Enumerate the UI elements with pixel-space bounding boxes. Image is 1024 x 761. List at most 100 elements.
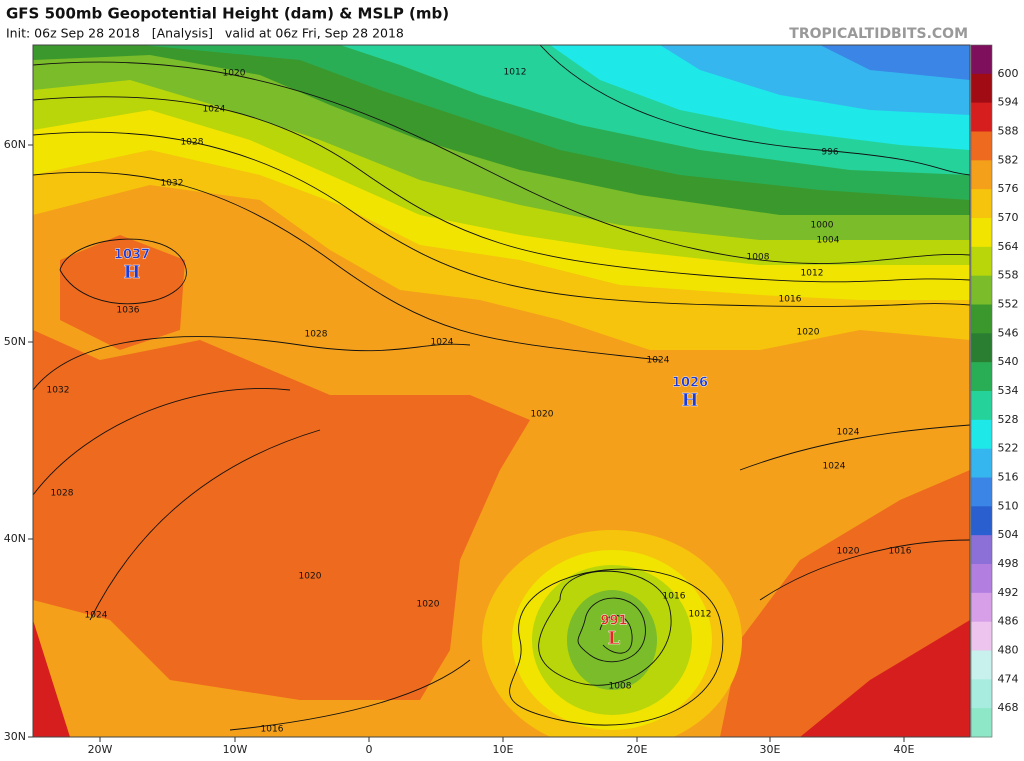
lon-label: 10W (223, 743, 248, 756)
isobar (33, 61, 970, 264)
map-frame (32, 44, 971, 738)
center-value: 991 (600, 614, 627, 629)
isobar-label: 1020 (837, 547, 860, 557)
colorbar-label: 570 (998, 211, 1019, 224)
map: 1020 1024 1028 1032 1036 1032 1028 1024 1028 1024… (33, 45, 970, 737)
height-field (33, 330, 530, 700)
lon-label: 40E (894, 743, 915, 756)
isobar (229, 659, 471, 731)
colorbar-label: 582 (998, 153, 1019, 166)
colorbar-swatch (971, 650, 992, 680)
isobar-label: 1032 (47, 386, 70, 396)
height-field (60, 235, 185, 350)
isobar-label: 1020 (299, 572, 322, 582)
lon-label: 20W (88, 743, 113, 756)
isobar-label: 1008 (609, 682, 632, 692)
colorbar-swatch (971, 621, 992, 651)
colorbar-swatch (971, 708, 992, 738)
isobar-label: 1016 (889, 547, 912, 557)
isobar-label: 1024 (203, 105, 226, 115)
colorbar-label: 492 (998, 586, 1019, 599)
colorbar-swatch (971, 448, 992, 478)
colorbar-label: 504 (998, 528, 1019, 541)
colorbar-label: 528 (998, 413, 1019, 426)
isobar (577, 597, 646, 663)
center-value: 1037 (114, 248, 150, 263)
isobar-label: 1024 (647, 356, 670, 366)
isobar-label: 1008 (747, 253, 770, 263)
height-field (33, 45, 970, 80)
colorbar-swatch (971, 102, 992, 132)
colorbar-swatch (971, 506, 992, 536)
isobar-label: 1020 (223, 69, 246, 79)
isobar (89, 429, 321, 621)
colorbar-swatch (971, 275, 992, 305)
isobar-label: 1016 (779, 295, 802, 305)
source: TROPICALTIDBITS.COM (789, 26, 968, 42)
isobar-label: 1028 (51, 489, 74, 499)
colorbar-swatch (971, 73, 992, 104)
center-letter: H (123, 262, 140, 283)
isobar (33, 336, 471, 391)
isobar-label: 1024 (823, 462, 846, 472)
isobar (509, 568, 724, 726)
lat-label: 40N (4, 532, 26, 545)
lon-label: 30E (760, 743, 781, 756)
colorbar-swatch (971, 333, 992, 363)
isobar-label: 1012 (504, 68, 527, 78)
center-letter: L (608, 628, 621, 649)
colorbar-swatch (971, 45, 992, 75)
isobar-label: 1028 (305, 330, 328, 340)
colorbar-swatch (971, 391, 992, 421)
colorbar-label: 576 (998, 182, 1019, 195)
colorbar-swatch (971, 679, 992, 709)
colorbar-label: 588 (998, 125, 1019, 138)
colorbar-label: 474 (998, 672, 1019, 685)
isobar-label: 1024 (85, 611, 108, 621)
colorbar-swatch (971, 189, 992, 219)
lon-label: 0 (366, 743, 373, 756)
colorbar-label: 480 (998, 644, 1019, 657)
isobar (538, 570, 672, 686)
isobar-label: 1032 (161, 179, 184, 189)
colorbar-label: 486 (998, 615, 1019, 628)
isobar-label: 1016 (663, 592, 686, 602)
colorbar-swatch (971, 304, 992, 334)
center-value: 1026 (672, 376, 708, 391)
colorbar-label: 594 (998, 96, 1019, 109)
colorbar-swatch (971, 564, 992, 594)
colorbar-label: 558 (998, 269, 1019, 282)
isobar-label: 1020 (417, 600, 440, 610)
isobar-label: 1036 (117, 306, 140, 316)
colorbar-swatch (971, 419, 992, 450)
lat-label: 60N (4, 138, 26, 151)
isobar-label: 1024 (837, 428, 860, 438)
isobar-label: 1020 (797, 328, 820, 338)
colorbar-label: 540 (998, 355, 1019, 368)
colorbar-swatch (971, 218, 992, 248)
height-field (567, 590, 657, 690)
isobar-label: 996 (821, 148, 838, 158)
colorbar-label: 564 (998, 240, 1019, 253)
subtitle: Init: 06z Sep 28 2018 [Analysis] valid a… (6, 26, 404, 41)
isobar-label: 1012 (801, 269, 824, 279)
isobar-label: 1016 (261, 725, 284, 735)
colorbar-swatch (971, 362, 992, 392)
isobar (539, 45, 970, 176)
colorbar-swatch (971, 131, 992, 161)
isobar (759, 539, 970, 601)
colorbar-label: 498 (998, 557, 1019, 570)
lon-label: 10E (493, 743, 514, 756)
colorbar-swatch (971, 535, 992, 565)
colorbar-label: 534 (998, 384, 1019, 397)
isobar-label: 1020 (531, 410, 554, 420)
colorbar-swatch (971, 477, 992, 507)
height-field (33, 45, 970, 115)
isobar (599, 615, 633, 654)
colorbar-label: 468 (998, 701, 1019, 714)
height-field (33, 620, 70, 737)
title: GFS 500mb Geopotential Height (dam) & MS… (6, 5, 449, 23)
overlay: 60N 50N 40N 30N 20W 10W 0 10E 20E 30E 40E 600 594 588… (4, 44, 1019, 756)
colorbar-swatch (971, 592, 992, 623)
